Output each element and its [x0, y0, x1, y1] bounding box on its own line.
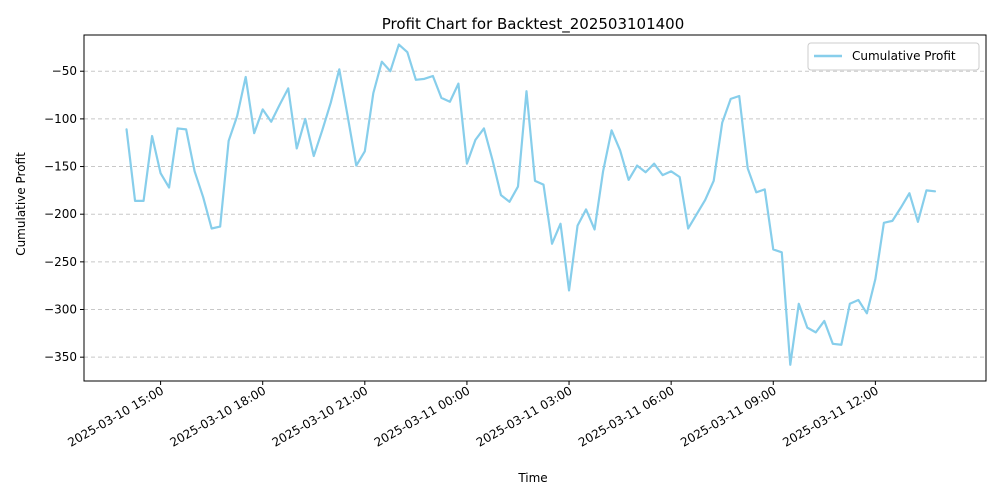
x-axis-title: Time [517, 471, 547, 485]
legend-box [807, 42, 980, 71]
chart-title: Profit Chart for Backtest_202503101400 [382, 15, 685, 34]
y-tick-label: −250 [44, 255, 77, 269]
series-line-cumulative-profit [125, 43, 937, 366]
series-lines [125, 43, 937, 366]
legend: Cumulative Profit [807, 42, 980, 71]
y-axis-title: Cumulative Profit [14, 152, 28, 256]
y-tick-label: −350 [44, 350, 77, 364]
y-axis-ticks: −350 −300 −250 −200 −150 −100 −50 [44, 64, 84, 364]
y-tick-label: −50 [52, 64, 77, 78]
grid-lines [84, 70, 986, 358]
y-tick-label: −100 [44, 112, 77, 126]
y-tick-label: −300 [44, 303, 77, 317]
legend-label: Cumulative Profit [852, 49, 956, 63]
y-tick-label: −200 [44, 207, 77, 221]
plot-area-frame [83, 34, 987, 382]
y-tick-label: −150 [44, 160, 77, 174]
